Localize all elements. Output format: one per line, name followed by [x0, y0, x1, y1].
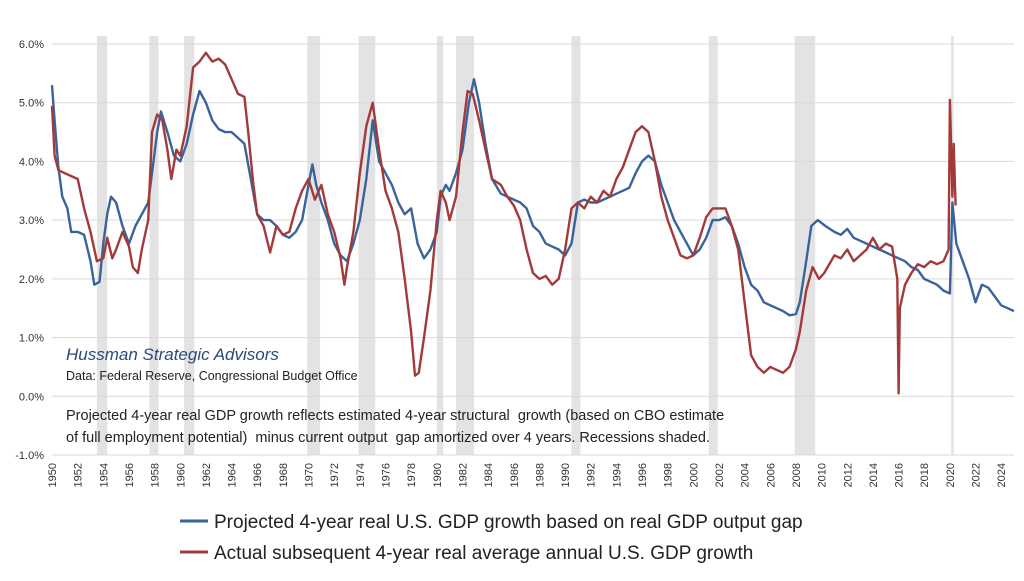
- x-tick-label-9: 1968: [278, 463, 290, 487]
- x-tick-label-11: 1972: [329, 463, 341, 487]
- x-tick-label-3: 1956: [124, 463, 136, 487]
- recession-band-10: [951, 36, 954, 455]
- x-tick-label-27: 2004: [740, 463, 752, 487]
- x-tick-label-37: 2024: [996, 463, 1008, 487]
- x-tick-label-20: 1990: [560, 463, 572, 487]
- x-tick-label-36: 2022: [971, 463, 983, 487]
- x-tick-label-18: 1986: [509, 463, 521, 487]
- legend: Projected 4-year real U.S. GDP growth ba…: [180, 512, 803, 564]
- x-tick-label-33: 2016: [894, 463, 906, 487]
- recession-band-8: [708, 36, 718, 455]
- brand-annotation: Hussman Strategic Advisors: [66, 345, 279, 364]
- x-tick-label-21: 1992: [586, 463, 598, 487]
- series-line-projected: [50, 78, 1015, 317]
- x-tick-label-22: 1994: [611, 463, 623, 487]
- x-tick-label-28: 2006: [765, 463, 777, 487]
- x-tick-label-17: 1984: [483, 463, 495, 487]
- x-tick-label-15: 1980: [432, 463, 444, 487]
- x-tick-label-14: 1978: [406, 463, 418, 487]
- recession-band-3: [307, 36, 321, 455]
- recession-band-5: [436, 36, 444, 455]
- recession-band-7: [571, 36, 581, 455]
- series-lines: [50, 51, 1015, 395]
- x-tick-label-25: 2000: [688, 463, 700, 487]
- series-line-actual: [50, 51, 957, 395]
- y-tick-label-6: 5.0%: [19, 98, 44, 110]
- recession-band-1: [149, 36, 159, 455]
- note-line-2: of full employment potential) minus curr…: [66, 430, 710, 446]
- x-tick-label-31: 2012: [842, 463, 854, 487]
- note-line-1: Projected 4-year real GDP growth reflect…: [66, 408, 724, 424]
- x-tick-label-16: 1982: [457, 463, 469, 487]
- x-tick-label-1: 1952: [73, 463, 85, 487]
- recession-band-4: [358, 36, 376, 455]
- recession-band-6: [456, 36, 474, 455]
- x-tick-label-2: 1954: [98, 463, 110, 487]
- x-tick-label-7: 1964: [227, 463, 239, 487]
- x-tick-label-32: 2014: [868, 463, 880, 487]
- x-tick-label-0: 1950: [47, 463, 59, 487]
- x-tick-label-13: 1976: [380, 463, 392, 487]
- y-tick-label-2: 1.0%: [19, 333, 44, 345]
- x-axis-ticks: 1950 1952 1954 1956 1958 1960 1962 1964 1966 1968…: [47, 463, 1008, 487]
- y-tick-label-5: 4.0%: [19, 156, 44, 168]
- y-tick-label-3: 2.0%: [19, 274, 44, 286]
- legend-label-actual: Actual subsequent 4-year real average an…: [214, 543, 753, 564]
- x-tick-label-5: 1960: [175, 463, 187, 487]
- x-tick-label-34: 2018: [919, 463, 931, 487]
- x-tick-label-8: 1966: [252, 463, 264, 487]
- x-tick-label-12: 1974: [355, 463, 367, 487]
- x-tick-label-23: 1996: [637, 463, 649, 487]
- x-tick-label-35: 2020: [945, 463, 957, 487]
- recession-band-9: [794, 36, 816, 455]
- x-tick-label-26: 2002: [714, 463, 726, 487]
- recession-band-2: [184, 36, 195, 455]
- x-tick-label-4: 1958: [150, 463, 162, 487]
- x-tick-label-24: 1998: [663, 463, 675, 487]
- grid-lines: [52, 43, 1014, 456]
- x-tick-label-10: 1970: [304, 463, 316, 487]
- y-axis-ticks: -1.0% 0.0% 1.0% 2.0% 3.0% 4.0% 5.0% 6.0%: [15, 39, 44, 462]
- y-tick-label-7: 6.0%: [19, 39, 44, 51]
- y-tick-label-1: 0.0%: [19, 391, 44, 403]
- x-tick-label-19: 1988: [534, 463, 546, 487]
- x-tick-label-6: 1962: [201, 463, 213, 487]
- x-tick-label-30: 2010: [817, 463, 829, 487]
- legend-label-projected: Projected 4-year real U.S. GDP growth ba…: [214, 512, 803, 533]
- y-tick-label-4: 3.0%: [19, 215, 44, 227]
- source-annotation: Data: Federal Reserve, Congressional Bud…: [66, 369, 358, 383]
- x-tick-label-29: 2008: [791, 463, 803, 487]
- y-tick-label-0: -1.0%: [15, 450, 44, 462]
